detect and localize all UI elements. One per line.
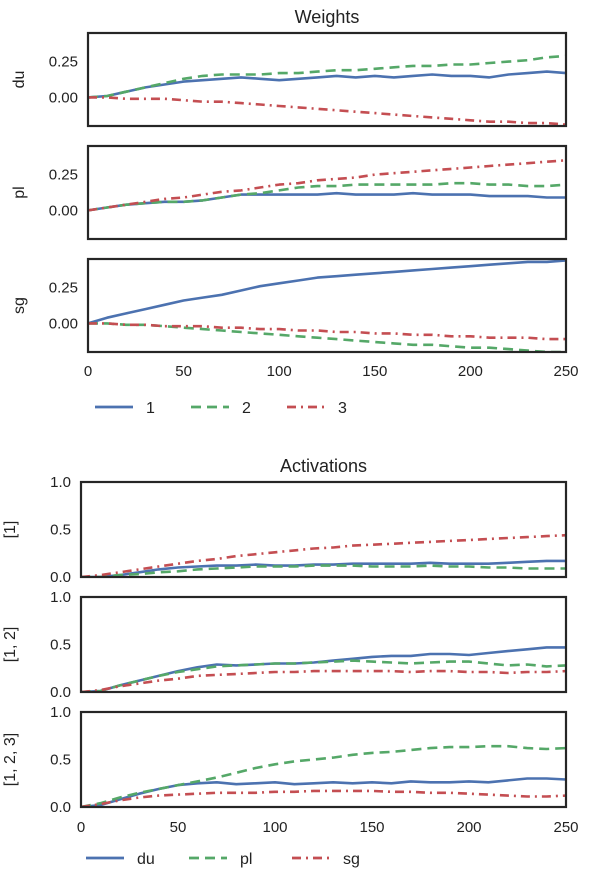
chart-title: Activations	[280, 456, 367, 476]
series-line-3	[88, 322, 566, 341]
y-tick-label: 0.5	[50, 637, 71, 654]
series-line-sg	[81, 669, 566, 692]
subplot-1-0: 1.0 0.5 0.0 [1]	[2, 474, 568, 586]
x-tick-label: 50	[170, 819, 187, 836]
y-tick-label: 0.5	[50, 752, 71, 769]
legend-label: 1	[146, 400, 155, 417]
series-line-3	[88, 96, 566, 126]
plot-frame	[79, 480, 568, 579]
series-line-pl	[81, 564, 566, 577]
series-line-du	[81, 559, 566, 577]
x-tick-label: 200	[458, 363, 483, 380]
series-line-2	[88, 54, 566, 99]
y-axis-label: [1]	[2, 521, 19, 539]
x-tick-label: 200	[456, 819, 481, 836]
legend: du pl sg	[86, 851, 360, 868]
y-axis-label: sg	[11, 297, 28, 314]
y-tick-label: 0.0	[50, 569, 71, 586]
x-tick-label: 100	[267, 363, 292, 380]
y-axis-label: pl	[11, 186, 28, 198]
subplot-1-1: 1.0 0.5 0.0 [1, 2]	[2, 589, 568, 701]
x-tick-label: 0	[77, 819, 85, 836]
subplot-0-1: 0.25 0.00 pl	[11, 144, 568, 241]
subplot-1-2: 1.0 0.5 0.0 [1, 2, 3]	[2, 704, 568, 816]
series-line-du	[81, 777, 566, 807]
legend-label: sg	[343, 851, 360, 868]
y-tick-label: 0.0	[50, 799, 71, 816]
plot-frame	[79, 710, 568, 809]
legend-label: 3	[338, 400, 347, 417]
y-tick-label: 0.25	[49, 167, 78, 184]
y-tick-label: 0.5	[50, 522, 71, 539]
y-tick-label: 0.25	[49, 280, 78, 297]
series-line-sg	[81, 789, 566, 807]
legend: 1 2 3	[95, 400, 347, 417]
series-line-pl	[81, 744, 566, 807]
x-tick-label: 50	[175, 363, 192, 380]
legend-label: du	[137, 851, 155, 868]
series-line-1	[88, 70, 566, 99]
x-tick-label: 250	[553, 363, 578, 380]
y-tick-label: 0.00	[49, 89, 78, 106]
plot-frame	[86, 144, 568, 241]
series-line-3	[88, 159, 566, 212]
plot-frame	[86, 257, 568, 354]
y-tick-label: 0.00	[49, 315, 78, 332]
plot-frame	[79, 595, 568, 694]
chart-0: Weights 0.25 0.00 du 0.25 0.00 pl 0.25 0.00 sg 0 50…	[11, 7, 579, 417]
y-tick-label: 0.0	[50, 684, 71, 701]
y-axis-label: [1, 2, 3]	[2, 733, 19, 786]
y-axis-label: [1, 2]	[2, 627, 19, 663]
legend-label: pl	[240, 851, 252, 868]
y-tick-label: 1.0	[50, 474, 71, 491]
y-axis-label: du	[11, 71, 28, 89]
y-tick-label: 1.0	[50, 589, 71, 606]
chart-title: Weights	[295, 7, 360, 27]
x-tick-label: 150	[359, 819, 384, 836]
series-line-2	[88, 181, 566, 212]
x-tick-label: 0	[84, 363, 92, 380]
y-tick-label: 0.25	[49, 54, 78, 71]
x-tick-label: 250	[553, 819, 578, 836]
series-line-pl	[81, 659, 566, 692]
y-tick-label: 1.0	[50, 704, 71, 721]
series-line-sg	[81, 533, 566, 577]
x-tick-label: 150	[362, 363, 387, 380]
series-line-du	[81, 646, 566, 692]
x-tick-label: 100	[262, 819, 287, 836]
y-tick-label: 0.00	[49, 202, 78, 219]
subplot-0-2: 0.25 0.00 sg	[11, 257, 568, 354]
series-line-1	[88, 259, 566, 325]
subplot-0-0: 0.25 0.00 du	[11, 31, 568, 128]
legend-label: 2	[242, 400, 251, 417]
plot-frame	[86, 31, 568, 128]
